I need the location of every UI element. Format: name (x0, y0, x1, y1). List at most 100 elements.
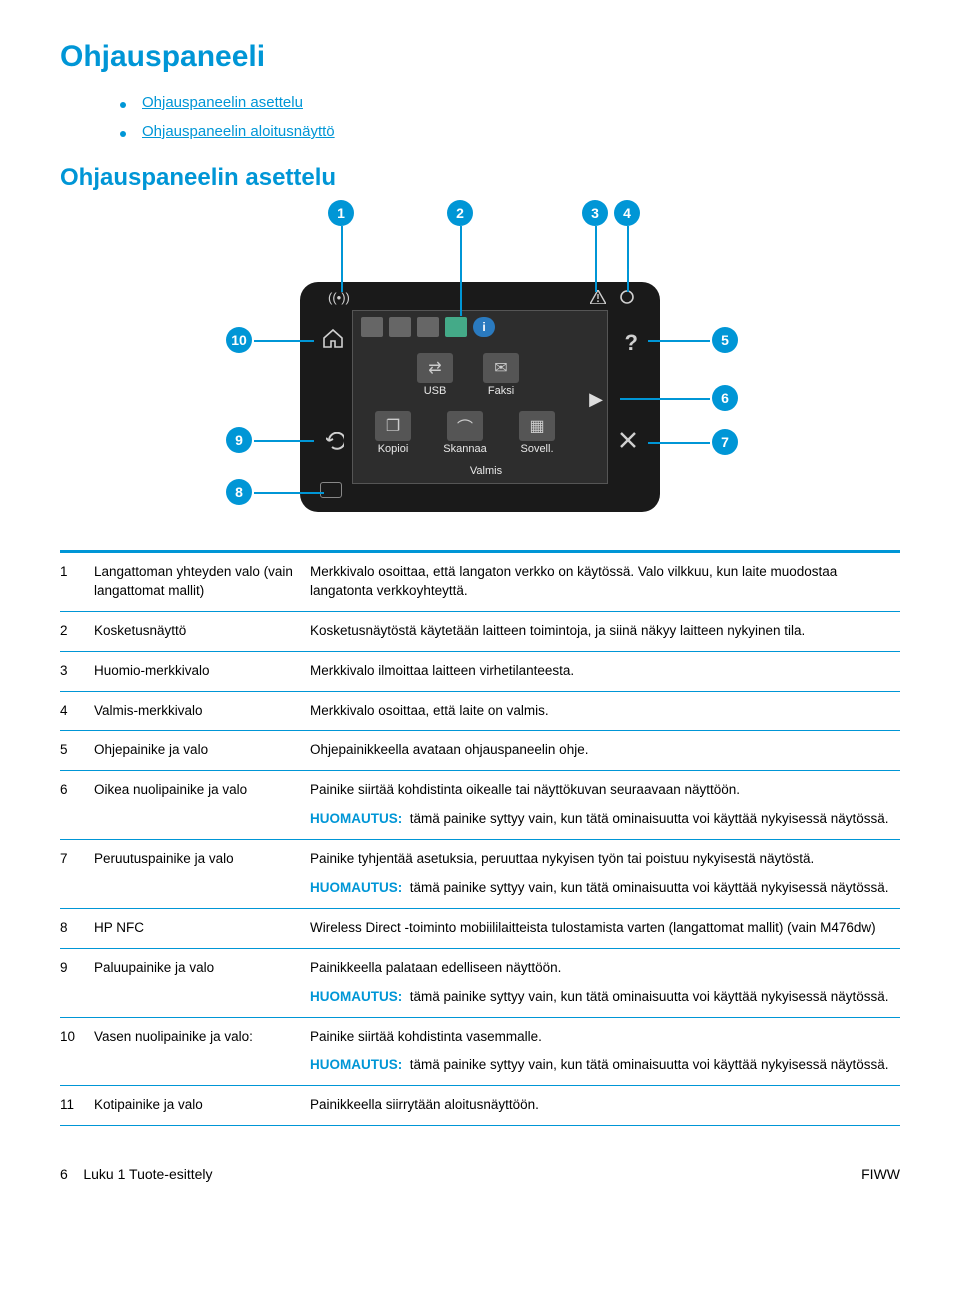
table-row: 2 Kosketusnäyttö Kosketusnäytöstä käytet… (60, 611, 900, 651)
leader-line (627, 226, 629, 292)
table-row: 10 Vasen nuolipainike ja valo: Painike s… (60, 1017, 900, 1086)
legend-num: 8 (60, 908, 94, 948)
legend-name: Paluupainike ja valo (94, 948, 310, 1017)
footer-chapter: Luku 1 Tuote-esittely (83, 1166, 212, 1182)
copy-app-icon: ❐ (375, 411, 411, 441)
status-tile-icon (389, 317, 411, 337)
footer-page-num: 6 (60, 1166, 68, 1182)
section-heading: Ohjauspaneelin asettelu (60, 164, 900, 192)
callout-4: 4 (614, 200, 640, 226)
control-panel-diagram: ((•)) ? (60, 212, 900, 522)
note-label: HUOMAUTUS: (310, 880, 402, 895)
note-label: HUOMAUTUS: (310, 989, 402, 1004)
note-label: HUOMAUTUS: (310, 811, 402, 826)
callout-3: 3 (582, 200, 608, 226)
table-row: 6 Oikea nuolipainike ja valo Painike sii… (60, 771, 900, 840)
legend-desc: Wireless Direct -toiminto mobiililaittei… (310, 908, 900, 948)
legend-num: 4 (60, 691, 94, 731)
legend-name: Peruutuspainike ja valo (94, 840, 310, 909)
table-row: 8 HP NFC Wireless Direct -toiminto mobii… (60, 908, 900, 948)
leader-line (254, 340, 314, 342)
bullet-dot (120, 102, 126, 108)
table-row: 4 Valmis-merkkivalo Merkkivalo osoittaa,… (60, 691, 900, 731)
legend-name: Kotipainike ja valo (94, 1086, 310, 1126)
leader-line (620, 398, 710, 400)
kopioi-label: Kopioi (363, 443, 423, 455)
legend-desc: Ohjepainikkeella avataan ohjauspaneelin … (310, 731, 900, 771)
legend-desc: Merkkivalo osoittaa, että langaton verkk… (310, 552, 900, 612)
legend-name: Kosketusnäyttö (94, 611, 310, 651)
wireless-icon: ((•)) (328, 290, 350, 305)
back-icon (326, 432, 344, 455)
legend-num: 1 (60, 552, 94, 612)
legend-table: 1 Langattoman yhteyden valo (vain langat… (60, 550, 900, 1126)
table-row: 1 Langattoman yhteyden valo (vain langat… (60, 552, 900, 612)
callout-2: 2 (447, 200, 473, 226)
legend-desc: Merkkivalo osoittaa, että laite on valmi… (310, 691, 900, 731)
usb-app-icon: ⇄ (417, 353, 453, 383)
page-title: Ohjauspaneeli (60, 40, 900, 74)
table-row: 5 Ohjepainike ja valo Ohjepainikkeella a… (60, 731, 900, 771)
callout-1: 1 (328, 200, 354, 226)
table-row: 7 Peruutuspainike ja valo Painike tyhjen… (60, 840, 900, 909)
legend-num: 6 (60, 771, 94, 840)
toc-link-1[interactable]: Ohjauspaneelin asettelu (142, 94, 303, 111)
leader-line (648, 442, 710, 444)
legend-desc: Painike siirtää kohdistinta oikealle tai… (310, 771, 900, 840)
callout-7: 7 (712, 429, 738, 455)
legend-name: Oikea nuolipainike ja valo (94, 771, 310, 840)
legend-name: Ohjepainike ja valo (94, 731, 310, 771)
legend-name: Valmis-merkkivalo (94, 691, 310, 731)
table-row: 11 Kotipainike ja valo Painikkeella siir… (60, 1086, 900, 1126)
cancel-icon (618, 430, 638, 455)
callout-9: 9 (226, 427, 252, 453)
legend-num: 3 (60, 651, 94, 691)
help-icon: ? (625, 330, 638, 356)
faksi-label: Faksi (471, 385, 531, 397)
toc-bullets: Ohjauspaneelin asettelu Ohjauspaneelin a… (120, 94, 900, 140)
footer-right: FIWW (861, 1166, 900, 1182)
scan-app-icon: ⌒ (447, 411, 483, 441)
legend-num: 10 (60, 1017, 94, 1086)
status-tile-icon (417, 317, 439, 337)
nfc-pad (320, 482, 342, 498)
legend-name: HP NFC (94, 908, 310, 948)
valmis-label: Valmis (451, 465, 521, 477)
legend-desc: Merkkivalo ilmoittaa laitteen virhetilan… (310, 651, 900, 691)
legend-desc: Kosketusnäytöstä käytetään laitteen toim… (310, 611, 900, 651)
legend-num: 7 (60, 840, 94, 909)
status-tile-icon (361, 317, 383, 337)
usb-label: USB (405, 385, 465, 397)
home-icon (322, 328, 344, 353)
callout-6: 6 (712, 385, 738, 411)
legend-desc: Painikkeella siirrytään aloitusnäyttöön. (310, 1086, 900, 1126)
toc-link-2[interactable]: Ohjauspaneelin aloitusnäyttö (142, 123, 335, 140)
table-row: 3 Huomio-merkkivalo Merkkivalo ilmoittaa… (60, 651, 900, 691)
legend-desc: Painike siirtää kohdistinta vasemmalle. … (310, 1017, 900, 1086)
touch-screen: i ⇄ USB ✉ Faksi ❐ Kopioi ⌒ Skannaa ▦ Sov… (352, 310, 608, 484)
legend-num: 2 (60, 611, 94, 651)
legend-name: Vasen nuolipainike ja valo: (94, 1017, 310, 1086)
callout-10: 10 (226, 327, 252, 353)
bullet-dot (120, 131, 126, 137)
device-panel: ((•)) ? (300, 282, 660, 512)
legend-num: 9 (60, 948, 94, 1017)
info-icon: i (473, 317, 495, 337)
table-row: 9 Paluupainike ja valo Painikkeella pala… (60, 948, 900, 1017)
ready-icon (620, 290, 634, 309)
leader-line (254, 440, 314, 442)
leader-line (254, 492, 324, 494)
legend-desc: Painikkeella palataan edelliseen näyttöö… (310, 948, 900, 1017)
right-arrow-icon: ▶ (589, 389, 603, 410)
status-tile-icon (445, 317, 467, 337)
callout-8: 8 (226, 479, 252, 505)
skannaa-label: Skannaa (435, 443, 495, 455)
fax-app-icon: ✉ (483, 353, 519, 383)
apps-app-icon: ▦ (519, 411, 555, 441)
legend-num: 11 (60, 1086, 94, 1126)
callout-5: 5 (712, 327, 738, 353)
sovell-label: Sovell. (507, 443, 567, 455)
legend-name: Langattoman yhteyden valo (vain langatto… (94, 552, 310, 612)
legend-desc: Painike tyhjentää asetuksia, peruuttaa n… (310, 840, 900, 909)
note-label: HUOMAUTUS: (310, 1057, 402, 1072)
